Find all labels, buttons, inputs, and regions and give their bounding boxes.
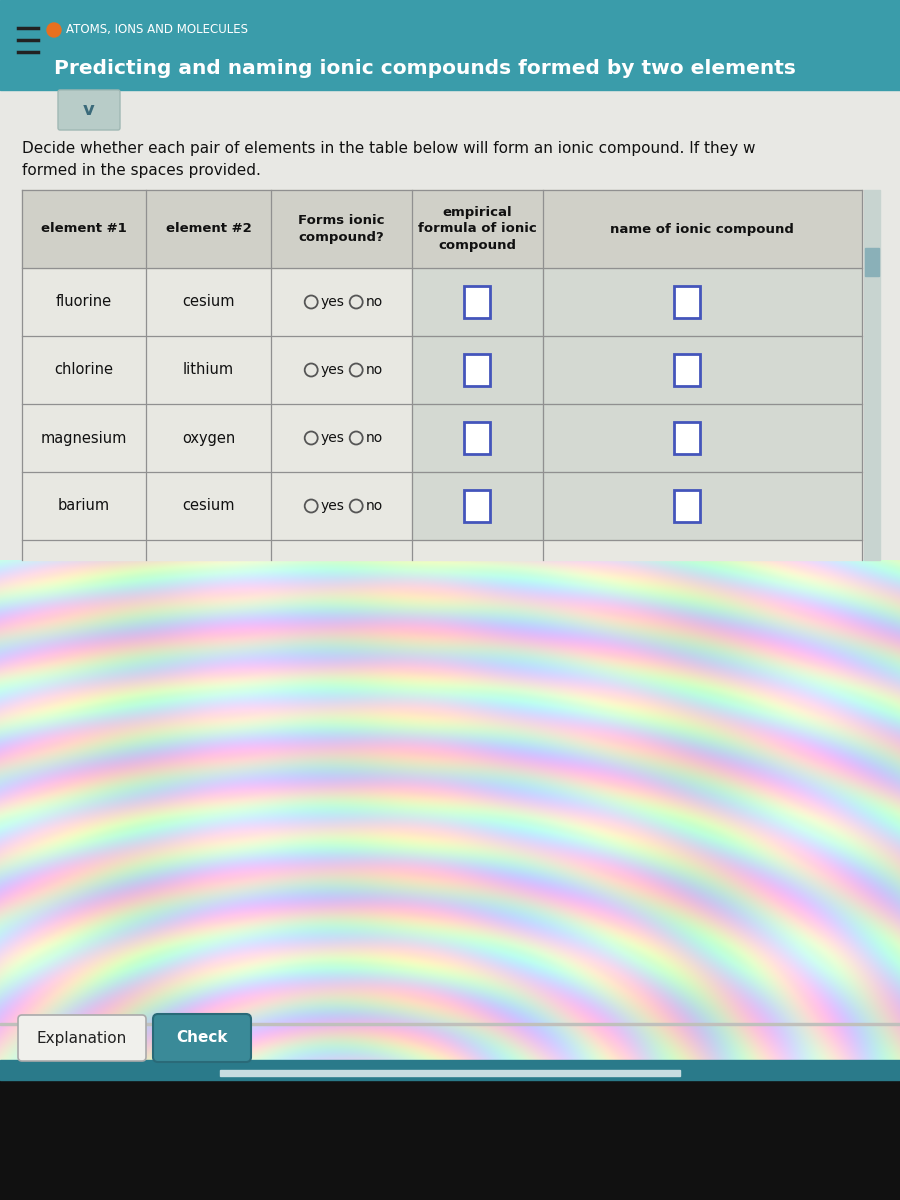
Text: yes: yes <box>320 362 345 377</box>
Text: element #2: element #2 <box>166 222 251 235</box>
Bar <box>220 1070 680 1076</box>
Text: no: no <box>365 499 383 514</box>
FancyBboxPatch shape <box>674 422 700 454</box>
Text: yes: yes <box>320 499 345 514</box>
Bar <box>0 1080 900 1200</box>
Text: element #1: element #1 <box>41 222 127 235</box>
Text: v: v <box>83 101 94 119</box>
Text: ATOMS, IONS AND MOLECULES: ATOMS, IONS AND MOLECULES <box>66 24 248 36</box>
Text: Check: Check <box>176 1031 228 1045</box>
FancyBboxPatch shape <box>153 1014 251 1062</box>
Circle shape <box>47 23 61 37</box>
Text: fluorine: fluorine <box>56 294 112 310</box>
Text: Forms ionic
compound?: Forms ionic compound? <box>298 215 384 244</box>
Text: cesium: cesium <box>182 498 235 514</box>
Bar <box>543 472 862 540</box>
FancyBboxPatch shape <box>58 90 120 130</box>
Text: no: no <box>365 431 383 445</box>
Text: no: no <box>365 362 383 377</box>
Text: name of ionic compound: name of ionic compound <box>610 222 795 235</box>
Bar <box>412 404 543 472</box>
FancyBboxPatch shape <box>674 286 700 318</box>
FancyBboxPatch shape <box>464 286 491 318</box>
Text: oxygen: oxygen <box>182 431 235 445</box>
Text: no: no <box>365 295 383 308</box>
Text: Explanation: Explanation <box>37 1031 127 1045</box>
Text: yes: yes <box>320 295 345 308</box>
Text: formed in the spaces provided.: formed in the spaces provided. <box>22 162 261 178</box>
FancyBboxPatch shape <box>674 490 700 522</box>
FancyBboxPatch shape <box>464 354 491 386</box>
Bar <box>22 190 862 268</box>
Bar <box>543 336 862 404</box>
Bar <box>0 1060 900 1080</box>
Text: chlorine: chlorine <box>55 362 113 378</box>
Bar <box>864 190 880 560</box>
FancyBboxPatch shape <box>674 354 700 386</box>
FancyBboxPatch shape <box>464 422 491 454</box>
Text: Predicting and naming ionic compounds formed by two elements: Predicting and naming ionic compounds fo… <box>54 59 796 78</box>
FancyBboxPatch shape <box>464 490 491 522</box>
Bar <box>543 268 862 336</box>
Text: cesium: cesium <box>182 294 235 310</box>
Text: yes: yes <box>320 431 345 445</box>
Text: magnesium: magnesium <box>41 431 127 445</box>
Text: empirical
formula of ionic
compound: empirical formula of ionic compound <box>418 206 536 252</box>
FancyBboxPatch shape <box>18 1015 146 1061</box>
Bar <box>543 404 862 472</box>
Bar <box>412 472 543 540</box>
Bar <box>0 0 900 90</box>
Bar <box>22 190 862 560</box>
Text: barium: barium <box>58 498 110 514</box>
Bar <box>412 336 543 404</box>
Text: lithium: lithium <box>183 362 234 378</box>
Bar <box>412 268 543 336</box>
Text: Decide whether each pair of elements in the table below will form an ionic compo: Decide whether each pair of elements in … <box>22 140 755 156</box>
Bar <box>865 248 879 276</box>
Bar <box>0 1022 900 1025</box>
Bar <box>0 0 900 1070</box>
